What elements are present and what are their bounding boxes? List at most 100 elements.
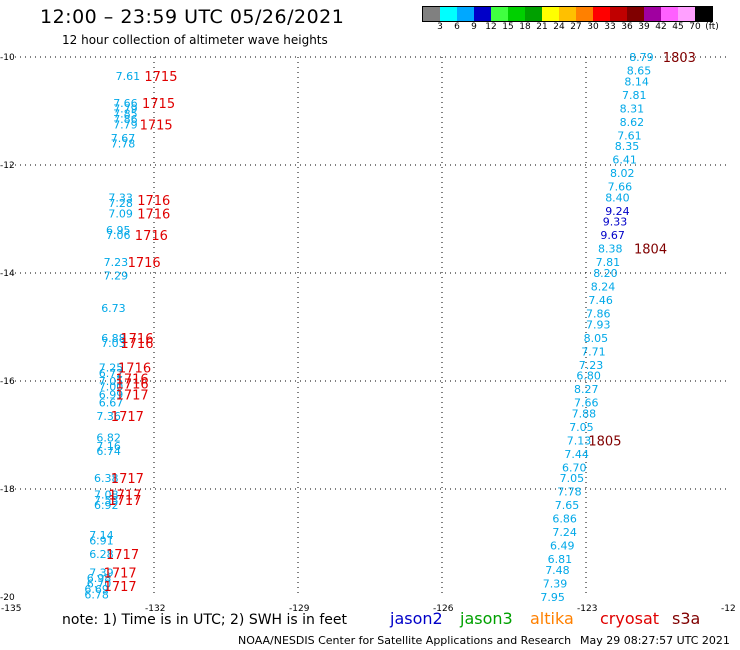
wave-height-value: 7.24 xyxy=(552,526,577,539)
scale-swatch xyxy=(525,7,542,21)
wave-height-value: 7.79 xyxy=(113,119,138,132)
wave-height-value: 7.23 xyxy=(579,359,604,372)
x-tick-label: -12 xyxy=(721,604,736,614)
pass-time-label: 1717 xyxy=(108,488,141,503)
wave-height-value: 7.86 xyxy=(586,308,611,321)
wave-height-value: 8.20 xyxy=(593,267,618,280)
wave-height-value: 7.08 xyxy=(94,488,119,501)
scale-swatch xyxy=(576,7,593,21)
y-tick-label: -12 xyxy=(0,161,15,171)
scale-label: 12 xyxy=(485,22,497,32)
wave-height-value: 7.53 xyxy=(94,494,119,507)
scale-swatch xyxy=(593,7,610,21)
wave-height-value: 7.85 xyxy=(113,108,138,121)
pass-time-label: 1717 xyxy=(106,548,139,563)
scale-swatch xyxy=(423,7,440,21)
wave-height-value: 6.41 xyxy=(612,154,637,167)
y-tick-label: -20 xyxy=(0,593,15,603)
color-scale-bar xyxy=(422,6,713,22)
scale-swatch xyxy=(457,7,474,21)
wave-height-value: 7.25 xyxy=(99,362,124,375)
wave-height-value: 7.48 xyxy=(545,564,570,577)
wave-height-value: 7.44 xyxy=(564,448,589,461)
x-tick-label: -135 xyxy=(1,604,21,614)
legend-item-s3a: s3a xyxy=(672,609,701,628)
scale-label: 9 xyxy=(471,22,477,32)
wave-height-value: 7.03 xyxy=(101,337,126,350)
wave-height-value: 6.88 xyxy=(101,332,126,345)
scale-label: 15 xyxy=(502,22,514,32)
pass-time-label: 1717 xyxy=(111,472,144,487)
pass-time-label: 1717 xyxy=(108,494,141,509)
wave-height-value: 7.13 xyxy=(567,434,592,447)
pass-time-label: 1804 xyxy=(634,243,667,258)
scale-swatch xyxy=(542,7,559,21)
scale-swatch xyxy=(491,7,508,21)
wave-height-value: 6.49 xyxy=(550,540,575,553)
wave-height-value: 7.61 xyxy=(116,70,141,83)
pass-time-label: 1715 xyxy=(140,119,173,134)
wave-height-value: 6.38 xyxy=(94,472,119,485)
scale-swatch xyxy=(440,7,457,21)
wave-height-value: 8.40 xyxy=(605,191,630,204)
wave-height-value: 6.91 xyxy=(89,534,114,547)
x-tick-label: -132 xyxy=(145,604,165,614)
wave-height-value: 7.39 xyxy=(89,567,114,580)
scale-label: 24 xyxy=(553,22,565,32)
wave-height-value: 8.35 xyxy=(615,140,640,153)
pass-time-label: 1717 xyxy=(104,580,137,595)
wave-height-value: 7.23 xyxy=(104,256,129,269)
wave-height-value: 9.33 xyxy=(603,216,628,229)
wave-height-value: 7.28 xyxy=(108,197,132,210)
y-tick-label: -16 xyxy=(0,377,15,387)
x-tick-label: -129 xyxy=(289,604,310,614)
wave-height-value: 6.28 xyxy=(89,548,114,561)
y-tick-label: -18 xyxy=(0,485,15,495)
wave-height-value: 8.02 xyxy=(610,167,635,180)
wave-height-value: 8.24 xyxy=(591,281,616,294)
pass-time-label: 1716 xyxy=(120,332,153,347)
scale-swatch xyxy=(644,7,661,21)
wave-height-value: 6.95 xyxy=(106,224,131,237)
wave-height-value: 7.06 xyxy=(106,229,131,242)
scale-label: 6 xyxy=(454,22,460,32)
wave-height-value: 7.78 xyxy=(111,137,136,150)
wave-height-value: 7.81 xyxy=(622,89,647,102)
wave-height-value: 6.86 xyxy=(552,513,577,526)
scale-label: 42 xyxy=(655,22,667,32)
wave-height-value: 7.61 xyxy=(617,129,642,142)
wave-height-value: 7.05 xyxy=(569,421,594,434)
pass-time-label: 1717 xyxy=(111,410,144,425)
pass-time-label: 1716 xyxy=(137,194,170,209)
wave-height-value: 8.38 xyxy=(598,243,623,256)
wave-height-value: 7.81 xyxy=(596,256,621,269)
page-title: 12:00 – 23:59 UTC 05/26/2021 xyxy=(40,6,345,28)
wave-height-value: 7.39 xyxy=(543,578,568,591)
scale-swatch xyxy=(559,7,576,21)
scale-swatch xyxy=(695,7,712,21)
pass-time-label: 1716 xyxy=(135,229,168,244)
legend-item-cryosat: cryosat xyxy=(600,609,660,628)
pass-time-label: 1716 xyxy=(120,337,153,352)
scale-label: 33 xyxy=(604,22,616,32)
pass-time-label: 1717 xyxy=(116,389,149,404)
pass-time-label: 1805 xyxy=(588,434,621,449)
wave-height-value: 7.65 xyxy=(555,499,580,512)
wave-height-value: 8.05 xyxy=(584,332,609,345)
wave-height-value: 8.79 xyxy=(629,51,654,64)
legend-item-jason3: jason3 xyxy=(460,609,513,628)
wave-height-value: 6.82 xyxy=(96,432,121,445)
y-tick-label: -10 xyxy=(0,53,15,63)
scale-label: 36 xyxy=(621,22,633,32)
wave-height-value: 7.88 xyxy=(572,407,597,420)
wave-height-value: 7.79 xyxy=(113,102,138,115)
scale-label: 18 xyxy=(519,22,531,32)
wave-height-value: 7.86 xyxy=(113,113,138,126)
wave-height-value: 6.81 xyxy=(548,553,573,566)
scale-label: 39 xyxy=(638,22,650,32)
wave-height-value: 7.33 xyxy=(108,191,132,204)
pass-time-label: 1716 xyxy=(116,372,149,387)
wave-height-value: 6.73 xyxy=(101,302,126,315)
scale-swatch xyxy=(661,7,678,21)
